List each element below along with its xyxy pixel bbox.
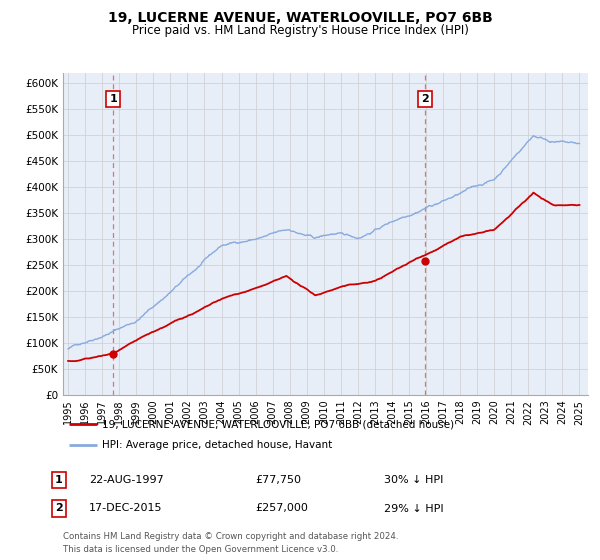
Text: 2: 2 xyxy=(55,503,62,514)
Text: 30% ↓ HPI: 30% ↓ HPI xyxy=(384,475,443,485)
Text: HPI: Average price, detached house, Havant: HPI: Average price, detached house, Hava… xyxy=(103,440,332,450)
Text: 29% ↓ HPI: 29% ↓ HPI xyxy=(384,503,443,514)
Text: Price paid vs. HM Land Registry's House Price Index (HPI): Price paid vs. HM Land Registry's House … xyxy=(131,24,469,36)
Text: 17-DEC-2015: 17-DEC-2015 xyxy=(89,503,162,514)
Text: 1: 1 xyxy=(109,94,117,104)
Text: 22-AUG-1997: 22-AUG-1997 xyxy=(89,475,164,485)
Text: £77,750: £77,750 xyxy=(255,475,301,485)
Text: 2: 2 xyxy=(422,94,429,104)
Text: 19, LUCERNE AVENUE, WATERLOOVILLE, PO7 6BB (detached house): 19, LUCERNE AVENUE, WATERLOOVILLE, PO7 6… xyxy=(103,419,455,429)
Text: £257,000: £257,000 xyxy=(255,503,308,514)
Text: 1: 1 xyxy=(55,475,62,485)
Text: Contains HM Land Registry data © Crown copyright and database right 2024.: Contains HM Land Registry data © Crown c… xyxy=(63,532,398,541)
Text: This data is licensed under the Open Government Licence v3.0.: This data is licensed under the Open Gov… xyxy=(63,545,338,554)
Text: 19, LUCERNE AVENUE, WATERLOOVILLE, PO7 6BB: 19, LUCERNE AVENUE, WATERLOOVILLE, PO7 6… xyxy=(107,11,493,25)
